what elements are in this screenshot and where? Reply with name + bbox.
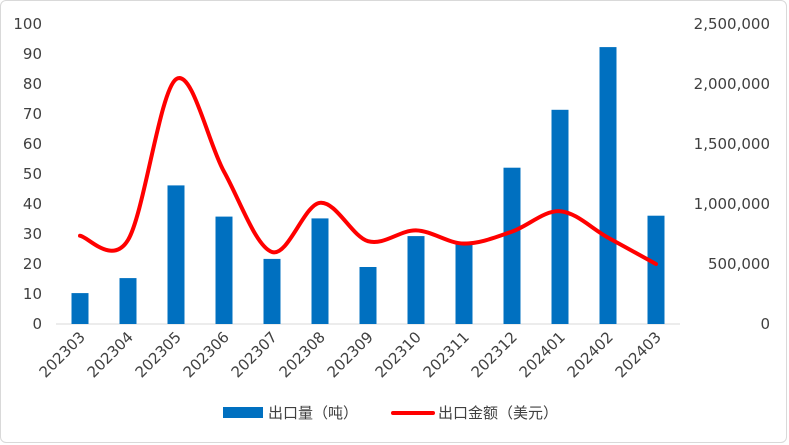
- x-tick-label: 202309: [324, 328, 377, 381]
- legend-label-volume: 出口量（吨）: [268, 404, 358, 422]
- bar-202402: [599, 47, 617, 324]
- bar-202401: [551, 109, 569, 324]
- left-tick-label: 10: [23, 285, 42, 303]
- amount-line: [78, 76, 658, 266]
- bar-202308: [311, 218, 329, 324]
- right-tick-label: 2,000,000: [694, 75, 770, 93]
- bar-202403: [647, 215, 665, 324]
- x-tick-label: 202304: [84, 328, 137, 381]
- left-tick-label: 80: [23, 75, 42, 93]
- left-tick-label: 60: [23, 135, 42, 153]
- x-tick-label: 202303: [36, 328, 89, 381]
- bar-202303: [71, 293, 89, 324]
- legend-swatch-volume: [223, 407, 263, 418]
- x-tick-label: 202401: [516, 328, 569, 381]
- right-tick-label: 1,000,000: [694, 195, 770, 213]
- x-tick-label: 202312: [468, 328, 521, 381]
- bar-202311: [455, 241, 473, 324]
- legend-label-amount: 出口金额（美元）: [438, 404, 558, 422]
- left-tick-label: 70: [23, 105, 42, 123]
- x-tick-label: 202310: [372, 328, 425, 381]
- bar-series: [71, 47, 665, 324]
- x-tick-label: 202311: [420, 328, 473, 381]
- x-tick-label: 202403: [612, 328, 665, 381]
- left-tick-label: 90: [23, 45, 42, 63]
- right-tick-label: 2,500,000: [694, 15, 770, 33]
- x-tick-label: 202305: [132, 328, 185, 381]
- bar-202304: [119, 278, 137, 324]
- x-tick-label: 202402: [564, 328, 617, 381]
- right-tick-label: 500,000: [708, 255, 770, 273]
- legend: 出口量（吨） 出口金额（美元）: [223, 404, 558, 422]
- bar-202306: [215, 216, 233, 324]
- left-tick-label: 100: [13, 15, 42, 33]
- left-tick-label: 40: [23, 195, 42, 213]
- left-tick-label: 50: [23, 165, 42, 183]
- bar-202307: [263, 258, 281, 324]
- bar-202305: [167, 185, 185, 324]
- bar-202312: [503, 167, 521, 324]
- x-tick-label: 202308: [276, 328, 329, 381]
- left-tick-label: 20: [23, 255, 42, 273]
- x-axis-ticks: 2023032023042023052023062023072023082023…: [36, 328, 665, 381]
- right-axis-ticks: 0 500,000 1,000,000 1,500,000 2,000,000 2,500…: [694, 15, 770, 333]
- x-tick-label: 202306: [180, 328, 233, 381]
- x-tick-label: 202307: [228, 328, 281, 381]
- right-tick-label: 1,500,000: [694, 135, 770, 153]
- bar-202310: [407, 236, 425, 324]
- left-axis-ticks: 0 10 20 30 40 50 60 70 80 90 100: [13, 15, 42, 333]
- left-tick-label: 0: [32, 315, 42, 333]
- right-tick-label: 0: [760, 315, 770, 333]
- bar-202309: [359, 267, 377, 324]
- left-tick-label: 30: [23, 225, 42, 243]
